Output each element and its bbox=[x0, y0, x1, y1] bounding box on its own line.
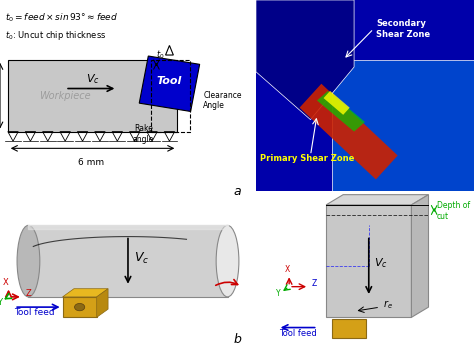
Text: Secondary
Shear Zone: Secondary Shear Zone bbox=[376, 19, 430, 39]
Text: Rake
angle: Rake angle bbox=[133, 125, 154, 144]
Bar bbox=[151, 60, 191, 132]
Text: Workpiece: Workpiece bbox=[39, 91, 91, 101]
Polygon shape bbox=[324, 91, 350, 115]
Text: Primary Shear Zone: Primary Shear Zone bbox=[260, 154, 355, 163]
Text: Tool feed: Tool feed bbox=[279, 329, 317, 338]
Text: X: X bbox=[3, 278, 9, 287]
FancyBboxPatch shape bbox=[8, 60, 177, 132]
Text: Z: Z bbox=[312, 279, 317, 288]
Text: 6 mm: 6 mm bbox=[78, 158, 104, 167]
FancyBboxPatch shape bbox=[332, 319, 366, 338]
Polygon shape bbox=[97, 289, 108, 317]
Polygon shape bbox=[326, 195, 428, 205]
Text: Tool feed: Tool feed bbox=[14, 308, 55, 317]
Polygon shape bbox=[411, 195, 428, 317]
Polygon shape bbox=[317, 91, 365, 132]
Text: $t_0$: Uncut chip thickness: $t_0$: Uncut chip thickness bbox=[5, 29, 107, 42]
Circle shape bbox=[74, 303, 85, 311]
Polygon shape bbox=[139, 56, 200, 111]
Text: Clearance
Angle: Clearance Angle bbox=[203, 91, 242, 110]
Text: a: a bbox=[233, 185, 241, 198]
Text: Y: Y bbox=[0, 298, 2, 307]
Text: X: X bbox=[285, 266, 290, 274]
Polygon shape bbox=[256, 0, 354, 120]
Text: Y: Y bbox=[276, 289, 281, 298]
Ellipse shape bbox=[216, 226, 239, 297]
Text: $V_c$: $V_c$ bbox=[86, 72, 100, 86]
Polygon shape bbox=[300, 84, 398, 180]
Text: $t_0 = feed \times sin\, 93°\approx feed$: $t_0 = feed \times sin\, 93°\approx feed… bbox=[5, 12, 118, 24]
FancyBboxPatch shape bbox=[326, 205, 411, 317]
Text: $r_e$: $r_e$ bbox=[383, 298, 393, 311]
FancyBboxPatch shape bbox=[63, 297, 97, 317]
Text: b: b bbox=[233, 333, 241, 346]
Text: Z: Z bbox=[26, 289, 31, 298]
Text: Tool: Tool bbox=[157, 76, 182, 86]
Text: $t_0$: $t_0$ bbox=[156, 48, 165, 61]
Ellipse shape bbox=[17, 226, 40, 297]
Text: $V_c$: $V_c$ bbox=[374, 256, 388, 270]
Polygon shape bbox=[63, 289, 108, 297]
Text: Depth of
cut: Depth of cut bbox=[437, 201, 470, 221]
FancyBboxPatch shape bbox=[28, 226, 228, 297]
Text: $V_c$: $V_c$ bbox=[134, 251, 149, 266]
Bar bbox=[332, 60, 474, 191]
